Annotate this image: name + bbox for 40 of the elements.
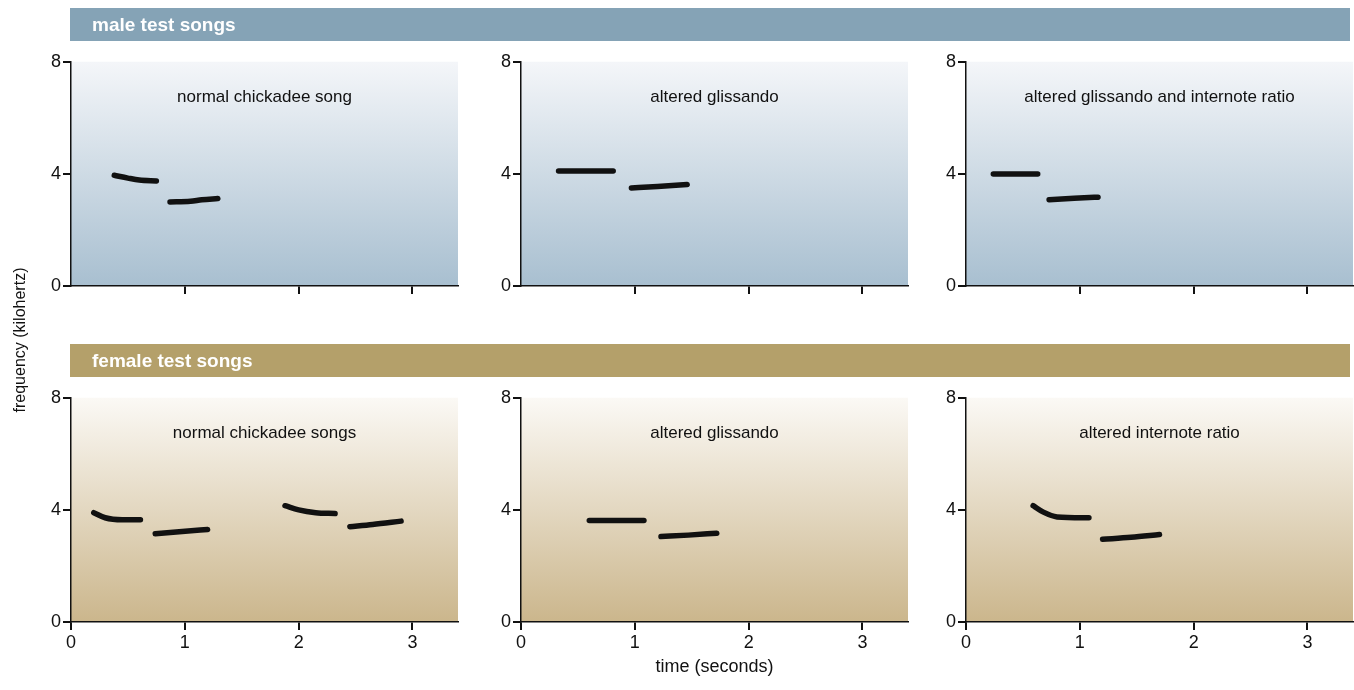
x-axis-title: time (seconds) bbox=[655, 656, 774, 677]
x-tick-label: 1 bbox=[179, 631, 190, 652]
text: altered glissando and internote ratio bbox=[1024, 87, 1295, 107]
y-tick-label: 4 bbox=[500, 498, 511, 519]
text: normal chickadee song bbox=[177, 87, 352, 107]
text: female test songs bbox=[70, 344, 1350, 377]
x-tick-label: 2 bbox=[1188, 631, 1199, 652]
x-tick-label: 3 bbox=[407, 631, 418, 652]
y-tick-label: 8 bbox=[945, 386, 956, 407]
y-tick-label: 8 bbox=[50, 50, 61, 71]
y-tick-label: 8 bbox=[50, 386, 61, 407]
x-tick-label: 1 bbox=[1074, 631, 1085, 652]
y-tick-label: 4 bbox=[50, 498, 61, 519]
y-tick-label: 0 bbox=[945, 610, 956, 631]
x-tick-label: 0 bbox=[65, 631, 77, 652]
y-tick-label: 8 bbox=[500, 50, 511, 71]
y-tick-label: 0 bbox=[50, 274, 61, 295]
x-tick-label: 0 bbox=[960, 631, 972, 652]
text: altered glissando bbox=[650, 87, 779, 107]
y-tick-label: 8 bbox=[945, 50, 956, 71]
x-tick-label: 2 bbox=[743, 631, 754, 652]
x-tick-label: 0 bbox=[515, 631, 527, 652]
y-tick-label: 0 bbox=[500, 274, 511, 295]
x-tick-label: 3 bbox=[857, 631, 868, 652]
text: normal chickadee songs bbox=[172, 423, 357, 443]
x-tick-label: 3 bbox=[1302, 631, 1313, 652]
y-tick-label: 4 bbox=[945, 162, 956, 183]
x-tick-label: 1 bbox=[629, 631, 640, 652]
text: altered glissando bbox=[650, 423, 779, 443]
y-tick-label: 4 bbox=[50, 162, 61, 183]
x-tick-label: 2 bbox=[293, 631, 304, 652]
y-tick-label: 4 bbox=[500, 162, 511, 183]
y-tick-label: 0 bbox=[50, 610, 61, 631]
y-tick-label: 8 bbox=[500, 386, 511, 407]
y-tick-label: 0 bbox=[500, 610, 511, 631]
y-tick-label: 0 bbox=[945, 274, 956, 295]
text: altered internote ratio bbox=[1079, 423, 1240, 443]
text: male test songs bbox=[70, 8, 1350, 41]
y-tick-label: 4 bbox=[945, 498, 956, 519]
y-axis-title: frequency (kilohertz) bbox=[11, 267, 29, 413]
